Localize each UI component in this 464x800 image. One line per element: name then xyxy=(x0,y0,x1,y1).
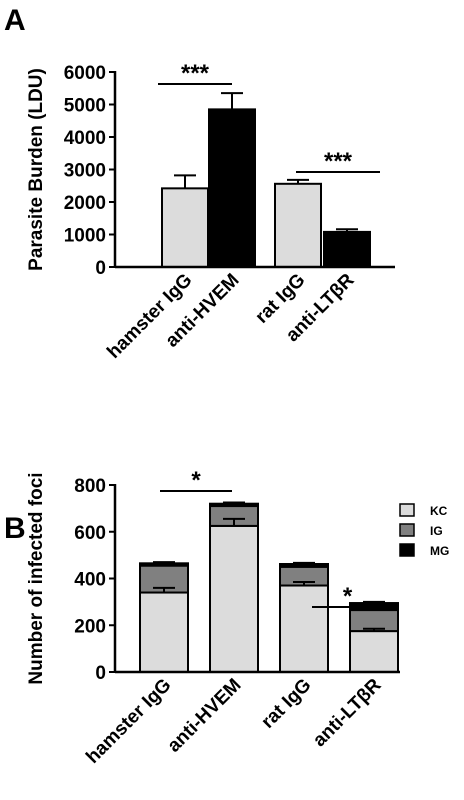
bar xyxy=(274,182,322,268)
panel-letter: B xyxy=(4,512,26,545)
bar-segment xyxy=(139,591,189,674)
significance-label: * xyxy=(191,467,201,494)
y-tick-label: 6000 xyxy=(64,63,106,84)
legend-swatch xyxy=(399,523,415,537)
legend-label: IG xyxy=(430,524,443,538)
legend-swatch xyxy=(399,543,415,557)
significance-label: *** xyxy=(181,60,210,87)
bar xyxy=(323,230,371,268)
y-tick-label: 600 xyxy=(74,523,106,544)
bar-segment xyxy=(349,630,399,673)
x-tick-label: anti-HVEM xyxy=(164,675,246,757)
legend-label: MG xyxy=(430,544,449,558)
bar xyxy=(208,108,256,268)
y-axis-title: Parasite Burden (LDU) xyxy=(26,68,47,271)
x-tick-label: rat IgG xyxy=(257,675,315,733)
legend-label: KC xyxy=(430,504,448,518)
y-tick-label: 2000 xyxy=(64,193,106,214)
x-tick-label: hamster IgG xyxy=(82,675,175,768)
significance-label: *** xyxy=(324,148,353,175)
y-tick-label: 5000 xyxy=(64,96,106,117)
y-tick-label: 200 xyxy=(74,616,106,637)
bar-segment xyxy=(139,562,189,567)
y-tick-label: 800 xyxy=(74,476,106,497)
bar-segment xyxy=(279,584,329,674)
y-axis-title: Number of infected foci xyxy=(26,472,47,684)
y-tick-label: 3000 xyxy=(64,161,106,182)
y-tick-label: 400 xyxy=(74,570,106,591)
y-tick-label: 0 xyxy=(95,258,106,279)
bar-segment xyxy=(209,502,259,508)
legend-swatch xyxy=(399,503,415,517)
panel-letter: A xyxy=(4,4,26,37)
bar xyxy=(161,187,209,269)
bar-segment xyxy=(279,563,329,568)
y-tick-label: 1000 xyxy=(64,226,106,247)
x-tick-label: anti-LTβR xyxy=(309,674,386,751)
y-tick-label: 0 xyxy=(95,663,106,684)
bar-segment xyxy=(209,524,259,673)
significance-label: * xyxy=(343,583,353,610)
y-tick-label: 4000 xyxy=(64,128,106,149)
